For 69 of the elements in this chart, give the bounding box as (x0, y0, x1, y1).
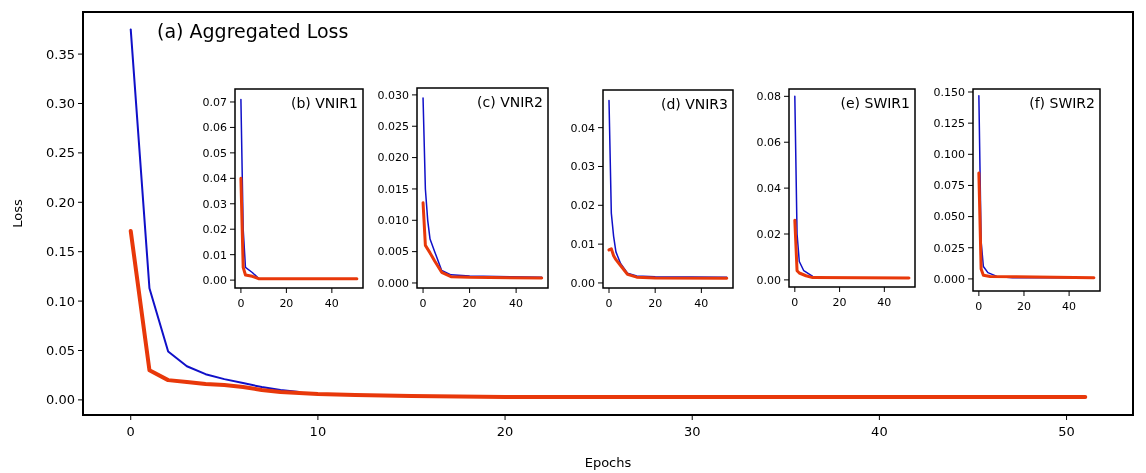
x-tick-label: 40 (1062, 300, 1077, 313)
text: (f) SWIR2 (1029, 95, 1095, 111)
x-tick-label: 0 (975, 300, 983, 313)
y-tick-label: 0.02 (202, 223, 227, 237)
y-tick-label: 0.00 (46, 392, 75, 408)
y-tick-label: 0.010 (377, 214, 409, 228)
y-tick-label: 0.20 (46, 194, 75, 210)
chart-title: (a) Aggregated Loss (157, 20, 349, 42)
x-tick-label: 40 (324, 297, 339, 310)
y-tick-label: 0.015 (377, 182, 409, 196)
y-tick-label: 0.000 (377, 276, 409, 290)
x-tick-label: 40 (877, 296, 892, 309)
x-tick-label: 0 (419, 297, 427, 310)
y-tick-label: 0.005 (377, 245, 409, 259)
y-axis-title: Loss (10, 199, 25, 228)
y-tick-label: 0.08 (756, 90, 781, 104)
y-tick-label: 0.05 (46, 343, 75, 359)
y-tick-label: 0.15 (46, 244, 75, 260)
y-tick-label: 0.25 (46, 145, 75, 161)
x-axis-title: Epochs (584, 455, 632, 470)
y-tick-label: 0.06 (202, 121, 227, 135)
y-tick-label: 0.00 (202, 273, 227, 287)
y-tick-label: 0.30 (46, 96, 75, 112)
x-tick-label: 0 (605, 297, 613, 310)
text: (c) VNIR2 (477, 94, 543, 110)
x-tick-label: 20 (648, 297, 663, 310)
chart-title: (d) VNIR3 (660, 96, 728, 112)
y-tick-label: 0.02 (756, 227, 781, 241)
chart-title: (b) VNIR1 (290, 95, 358, 111)
x-tick-label: 0 (126, 424, 135, 439)
y-tick-label: 0.075 (933, 179, 965, 193)
y-tick-label: 0.05 (202, 146, 227, 160)
y-tick-label: 0.150 (933, 85, 965, 99)
y-tick-label: 0.050 (933, 210, 965, 224)
x-tick-label: 40 (509, 297, 524, 310)
y-tick-label: 0.01 (570, 237, 595, 251)
y-tick-label: 0.04 (570, 121, 595, 135)
x-tick-label: 10 (309, 424, 327, 439)
y-tick-label: 0.02 (570, 199, 595, 213)
y-tick-label: 0.07 (202, 95, 227, 109)
text: (e) SWIR1 (840, 95, 910, 111)
y-tick-label: 0.06 (756, 136, 781, 150)
y-tick-label: 0.100 (933, 148, 965, 162)
y-tick-label: 0.04 (756, 181, 781, 195)
x-tick-label: 30 (683, 424, 701, 439)
y-tick-label: 0.000 (933, 272, 965, 286)
y-tick-label: 0.025 (377, 120, 409, 134)
y-tick-label: 0.03 (202, 197, 227, 211)
y-tick-label: 0.020 (377, 151, 409, 165)
x-tick-label: 20 (279, 297, 294, 310)
x-tick-label: 0 (237, 297, 245, 310)
y-tick-label: 0.35 (46, 46, 75, 62)
y-tick-label: 0.01 (202, 248, 227, 262)
y-tick-label: 0.030 (377, 88, 409, 102)
x-tick-label: 0 (791, 296, 799, 309)
x-tick-label: 40 (694, 297, 709, 310)
x-tick-label: 20 (462, 297, 477, 310)
y-tick-label: 0.00 (756, 273, 781, 287)
y-tick-label: 0.03 (570, 160, 595, 174)
y-tick-label: 0.025 (933, 241, 965, 255)
y-tick-label: 0.00 (570, 276, 595, 290)
y-tick-label: 0.125 (933, 116, 965, 130)
x-tick-label: 20 (832, 296, 847, 309)
x-tick-label: 20 (1016, 300, 1031, 313)
x-tick-label: 50 (1058, 424, 1075, 439)
x-tick-label: 20 (496, 424, 514, 439)
x-tick-label: 40 (871, 424, 888, 439)
y-tick-label: 0.04 (202, 172, 227, 186)
y-tick-label: 0.10 (46, 293, 75, 309)
